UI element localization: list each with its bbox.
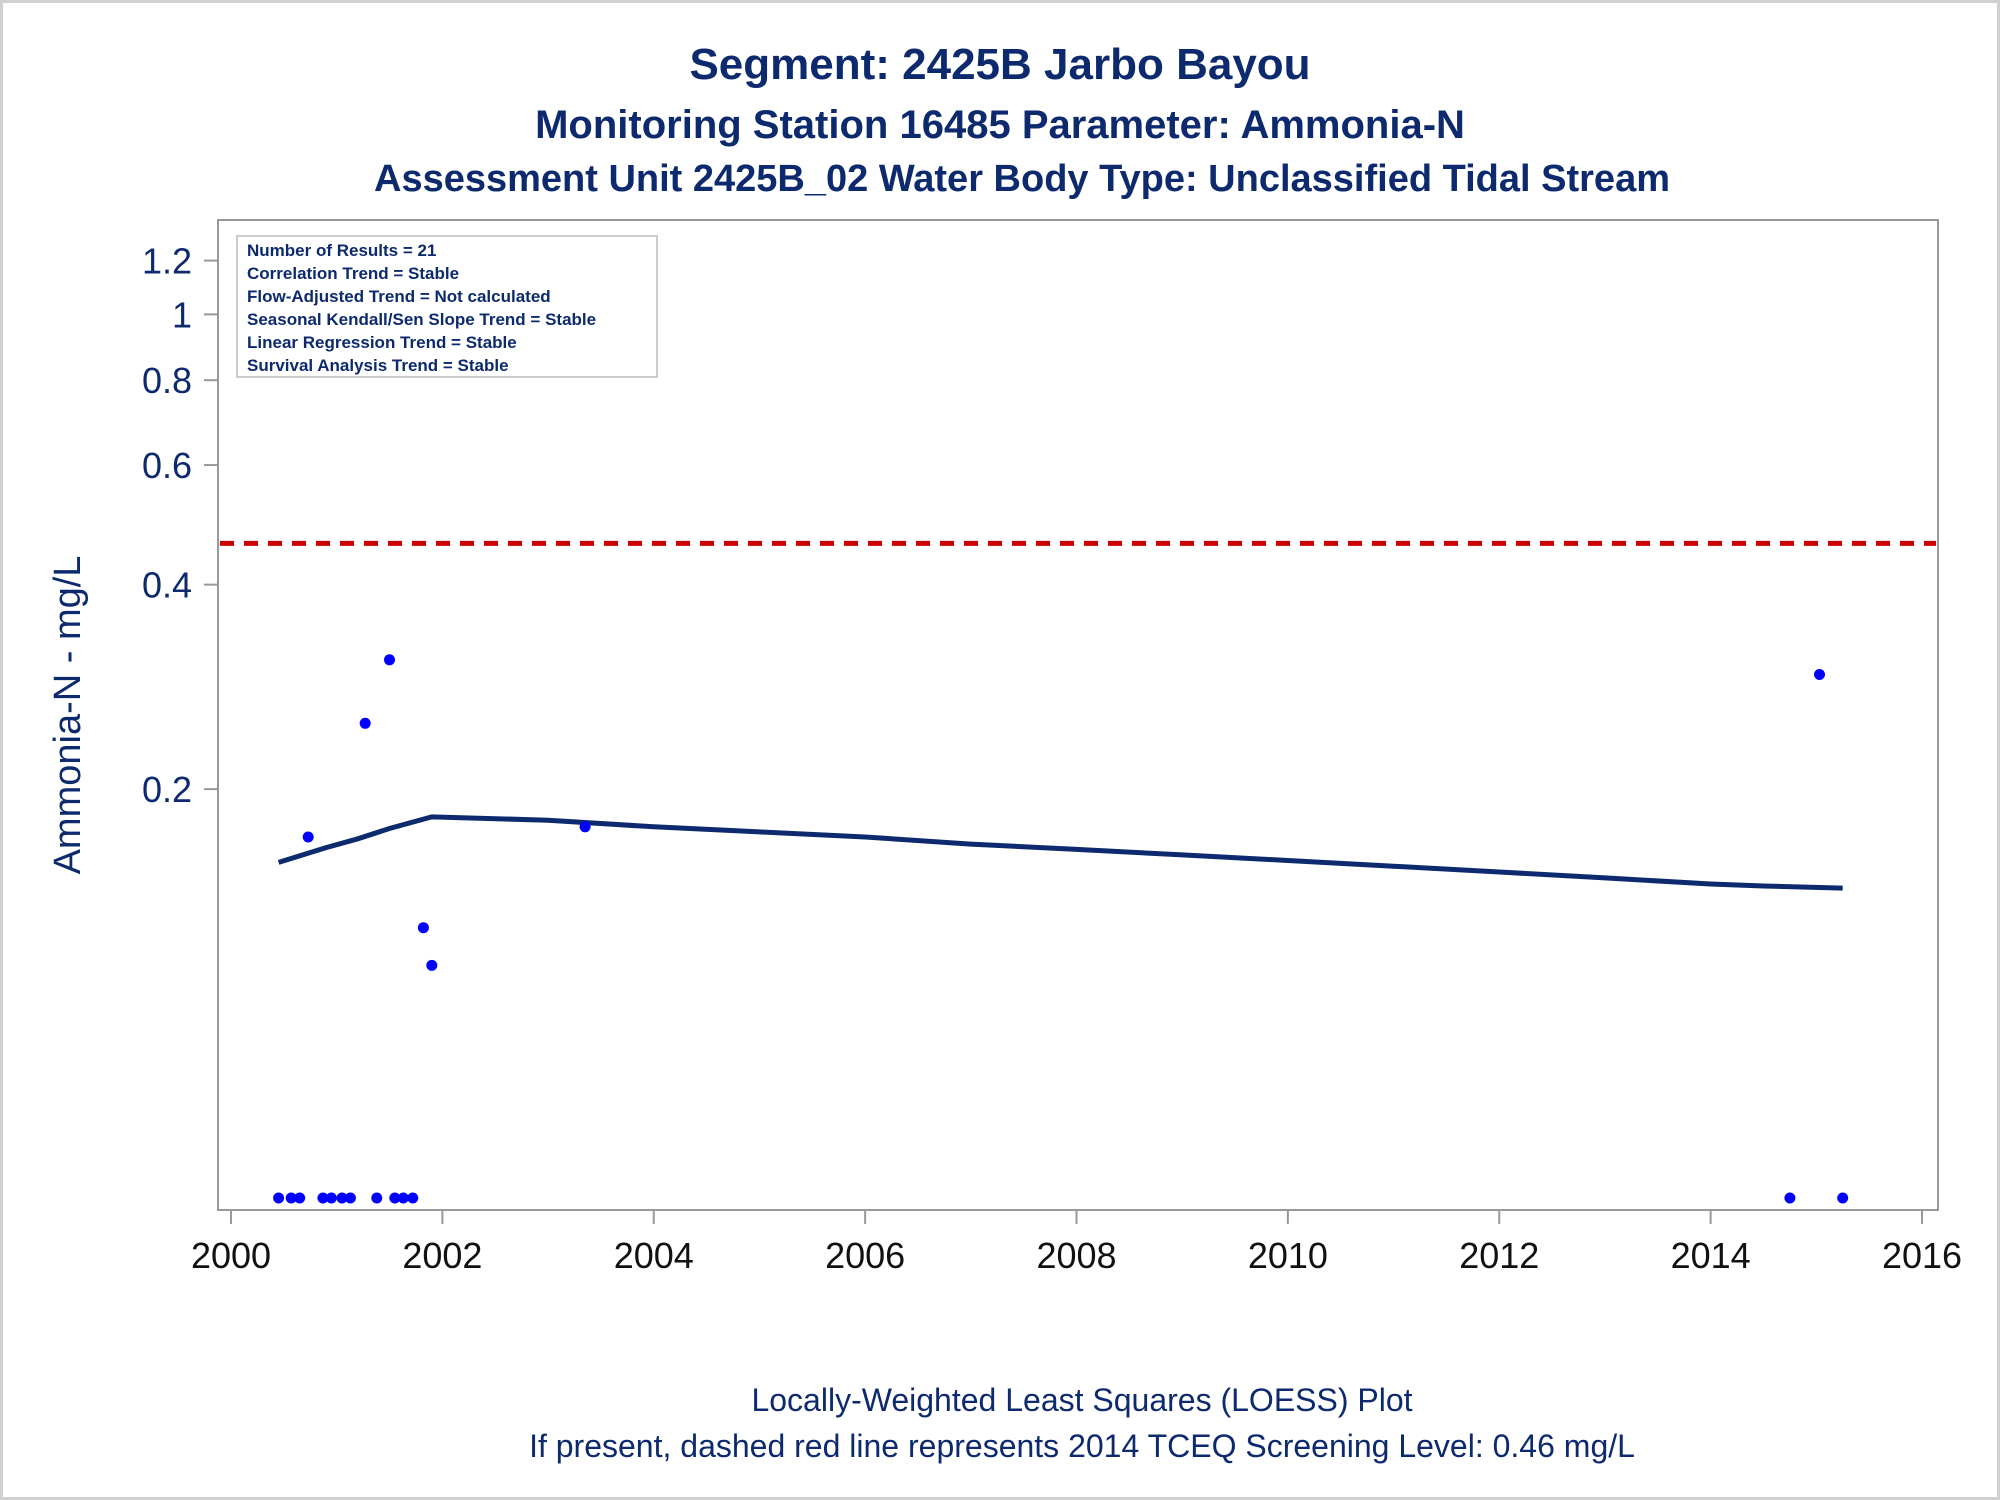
data-point (359, 717, 371, 729)
data-point (397, 1192, 409, 1204)
chart-subtitle-station: Monitoring Station 16485 Parameter: Ammo… (535, 103, 1465, 147)
loess-curve (277, 814, 1843, 891)
x-axis: 2000 2002 2004 2006 2008 2010 2012 2014 2016 (191, 1210, 1962, 1276)
y-tick-label: 0.6 (142, 445, 192, 486)
data-point (417, 922, 429, 934)
stat-line-seasonal-kendall: Seasonal Kendall/Sen Slope Trend = Stabl… (247, 310, 596, 329)
x-tick-label: 2008 (1036, 1235, 1116, 1276)
x-tick-label: 2000 (191, 1235, 271, 1276)
y-tick-label: 1 (172, 294, 192, 335)
x-tick-label: 2012 (1459, 1235, 1539, 1276)
data-point (426, 959, 438, 971)
data-point (407, 1192, 419, 1204)
data-point (294, 1192, 306, 1204)
data-point (1837, 1192, 1849, 1204)
x-tick-label: 2016 (1882, 1235, 1962, 1276)
stat-line-results: Number of Results = 21 (247, 241, 436, 260)
stat-line-correlation: Correlation Trend = Stable (247, 264, 459, 283)
footnote-screening: If present, dashed red line represents 2… (529, 1428, 1635, 1464)
y-tick-label: 1.2 (142, 241, 192, 282)
stats-box-border (236, 235, 658, 378)
stat-line-flow-adjusted: Flow-Adjusted Trend = Not calculated (247, 287, 551, 306)
x-tick-label: 2014 (1671, 1235, 1751, 1276)
x-tick-label: 2004 (614, 1235, 694, 1276)
x-tick-label: 2010 (1248, 1235, 1328, 1276)
data-point (344, 1192, 356, 1204)
x-tick-label: 2002 (402, 1235, 482, 1276)
stat-line-survival: Survival Analysis Trend = Stable (247, 356, 509, 375)
y-axis: 0.2 0.4 0.6 0.8 1 1.2 (142, 241, 218, 810)
stat-line-linear-regression: Linear Regression Trend = Stable (247, 333, 517, 352)
data-point (285, 1192, 297, 1204)
stats-box: Number of Results = 21 Correlation Trend… (236, 235, 658, 378)
data-point (317, 1192, 329, 1204)
plot-area (217, 219, 1939, 1211)
y-tick-label: 0.4 (142, 565, 192, 606)
data-points (273, 240, 1849, 1204)
chart-subtitle-assessment: Assessment Unit 2425B_02 Water Body Type… (374, 158, 1670, 200)
data-point (1814, 669, 1825, 680)
data-point (579, 821, 591, 833)
y-tick-label: 0.2 (142, 769, 192, 810)
data-point (384, 654, 395, 666)
y-tick-label: 0.8 (142, 360, 192, 401)
data-point (302, 831, 314, 843)
footnote-loess: Locally-Weighted Least Squares (LOESS) P… (751, 1382, 1412, 1418)
data-point (1784, 1192, 1796, 1204)
x-tick-label: 2006 (825, 1235, 905, 1276)
data-point (273, 1192, 285, 1204)
data-point (336, 1192, 348, 1204)
data-point (389, 1192, 401, 1204)
y-axis-label: Ammonia-N - mg/L (47, 556, 89, 875)
data-point (371, 1192, 383, 1204)
data-point (325, 1192, 337, 1204)
chart-title: Segment: 2425B Jarbo Bayou (689, 40, 1310, 89)
